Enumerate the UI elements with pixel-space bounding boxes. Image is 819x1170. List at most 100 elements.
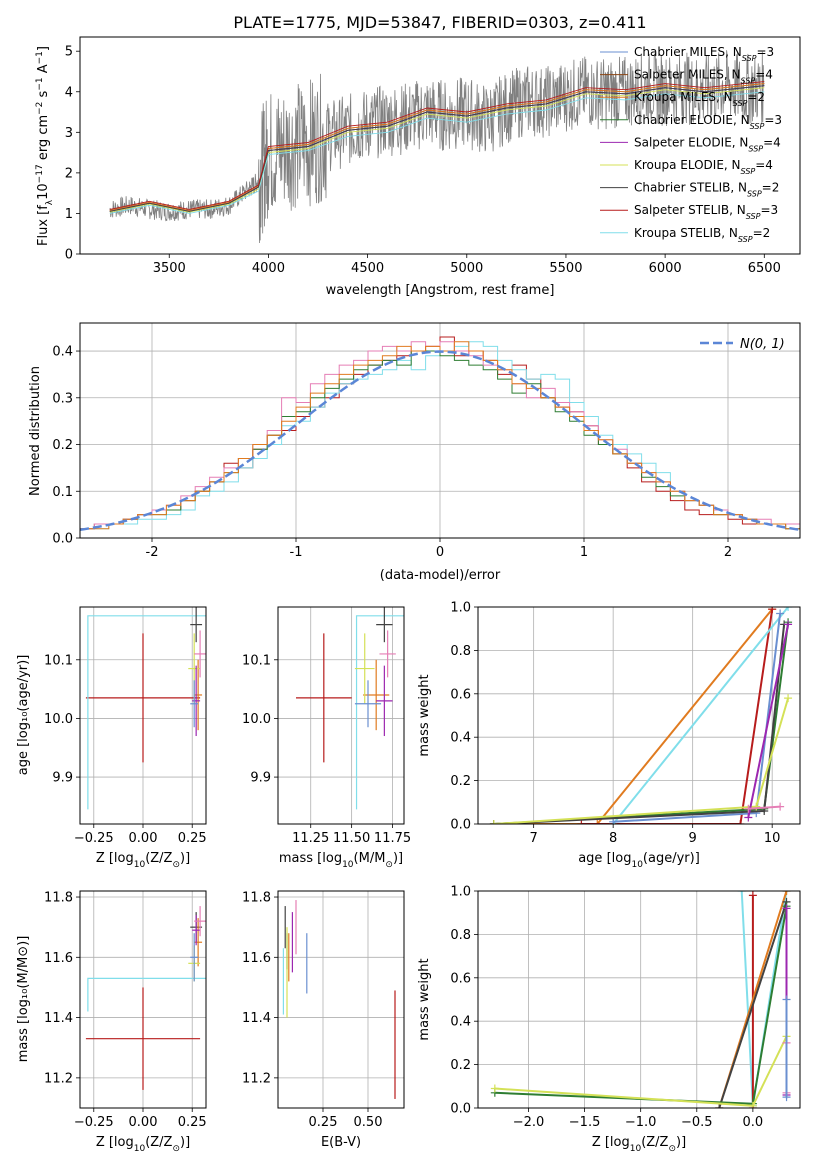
x-tick-label: 3500 [153, 261, 186, 276]
legend-tail: =4 [755, 158, 773, 172]
weight-line-8 [748, 805, 781, 810]
label-subscript: 10 [134, 860, 146, 870]
axes-frame [277, 606, 405, 825]
x-tick-label: 4000 [252, 261, 285, 276]
weight-line-3 [613, 613, 782, 823]
weight-line-7 [747, 624, 790, 818]
y-tick-label: 0 [65, 248, 73, 263]
weight-marker [744, 804, 753, 813]
legend-sub: SSP [750, 121, 765, 130]
weight-marker [489, 820, 498, 824]
y-tick-label: 0.3 [52, 391, 73, 406]
weight-marker [577, 820, 586, 824]
y-tick-label: 0.6 [450, 687, 471, 702]
x-tick-label: -2 [146, 545, 159, 560]
axes-frame [277, 890, 405, 1109]
legend-name: Salpeter MILES, N [634, 68, 741, 82]
z-age-panel: −0.25 0.00 0.25 9.9 10.0 10.1 Z [log10(Z/Z⊙)] a… [16, 606, 207, 870]
legend-sub: SSP [738, 234, 753, 243]
x-tick-label: 0 [436, 545, 444, 560]
x-tick-label: −1.5 [569, 1115, 601, 1130]
label-part: )] [393, 851, 403, 866]
legend-entry: Kroupa ELODIE, NSSP=4 [634, 158, 773, 176]
y-tick-label: 0.2 [450, 774, 471, 789]
legend-sub: SSP [741, 76, 756, 85]
axes-frame [477, 606, 801, 825]
ylabel-part: −1 [35, 51, 45, 64]
label-part: (age/yr)] [643, 851, 700, 866]
y-tick-label: 10.1 [44, 653, 73, 668]
x-tick-label: 0.0 [743, 1115, 764, 1130]
x-tick-label: 5500 [549, 261, 582, 276]
axes-frame [79, 36, 801, 255]
x-tick-label: −0.25 [74, 1115, 114, 1130]
weight-marker [490, 1084, 499, 1093]
ylabel-part: −1 [35, 77, 45, 90]
y-tick-label: 11.2 [242, 1071, 271, 1086]
y-tick-label: 9.9 [52, 771, 73, 786]
legend-tail: =2 [747, 90, 765, 104]
weight-marker [737, 891, 746, 895]
errorbar-step-1 [87, 977, 206, 1012]
legend-sub: SSP [741, 167, 756, 176]
x-tick-label: 10 [764, 831, 781, 846]
spectrum-panel: PLATE=1775, MJD=53847, FIBERID=0303, z=0… [35, 13, 801, 298]
weight-marker [748, 1101, 757, 1108]
x-axis-label: mass [log10(M/M⊙)] [279, 851, 403, 870]
legend-name: Chabrier ELODIE, N [634, 113, 750, 127]
y-tick-label: 11.8 [44, 891, 73, 906]
y-tick-label: 1.0 [450, 601, 471, 616]
plot-area [109, 50, 765, 244]
y-tick-label: 11.8 [242, 891, 271, 906]
legend-entry: Chabrier STELIB, NSSP=2 [634, 181, 779, 199]
legend-entry: Chabrier MILES, NSSP=3 [634, 45, 774, 63]
x-tick-label: 8 [609, 831, 617, 846]
legend-entry: N(0, 1) [740, 337, 785, 352]
plot-area [85, 607, 206, 810]
weight-marker [776, 609, 785, 618]
x-axis-label: Z [log10(Z/Z⊙)] [96, 1135, 190, 1154]
y-tick-label: 11.4 [44, 1011, 73, 1026]
weight-line-2 [612, 607, 789, 824]
x-tick-label: 0.25 [309, 1115, 338, 1130]
y-tick-label: 1.0 [450, 885, 471, 900]
plot-area [490, 891, 791, 1108]
y-tick-label: 0.0 [450, 818, 471, 833]
weight-marker [752, 802, 761, 811]
y-tick-label: 0.1 [52, 485, 73, 500]
legend-tail: =3 [764, 113, 782, 127]
ylabel-part: ] [36, 46, 51, 51]
legend-entry: Salpeter ELODIE, NSSP=4 [634, 135, 781, 153]
axes-frame [79, 890, 207, 1109]
label-part: (M/M [354, 851, 386, 866]
x-tick-label: 6000 [649, 261, 682, 276]
y-tick-label: 11.6 [44, 951, 73, 966]
weight-line-3 [718, 901, 788, 1108]
spectrum-xlabel: wavelength [Angstrom, rest frame] [326, 283, 555, 298]
legend-name: Salpeter STELIB, N [634, 203, 746, 217]
label-subscript: 10 [342, 860, 354, 870]
weight-line-1 [581, 609, 774, 824]
axes-frame [79, 606, 207, 825]
x-axis-label: Z [log10(Z/Z⊙)] [592, 1135, 686, 1154]
x-tick-label: 9 [689, 831, 697, 846]
y-tick-label: 5 [65, 45, 73, 60]
label-part: Z [log [96, 851, 134, 866]
legend-name: Kroupa MILES, N [634, 90, 733, 104]
x-tick-label: 5000 [450, 261, 483, 276]
ylabel-part: Flux [f [36, 205, 51, 246]
model-line-6 [109, 85, 765, 212]
label-part: (Z/Z [641, 1135, 668, 1150]
model-line-8 [109, 91, 765, 214]
ylabel-part: λ [45, 199, 55, 205]
y-tick-label: 0.4 [450, 731, 471, 746]
x-tick-label: 1 [580, 545, 588, 560]
weight-marker [782, 995, 791, 1004]
legend-name: Kroupa ELODIE, N [634, 158, 741, 172]
ylabel-part: −2 [35, 102, 45, 115]
y-axis-label: mass [log₁₀(M/M⊙)] [16, 936, 31, 1063]
ebv-mass-panel: 0.25 0.50 11.2 11.4 11.6 11.8 E(B-V) [242, 890, 405, 1150]
legend-tail: =2 [762, 181, 780, 195]
histogram-4 [80, 341, 800, 530]
residuals-ylabel: Normed distribution [28, 366, 43, 496]
